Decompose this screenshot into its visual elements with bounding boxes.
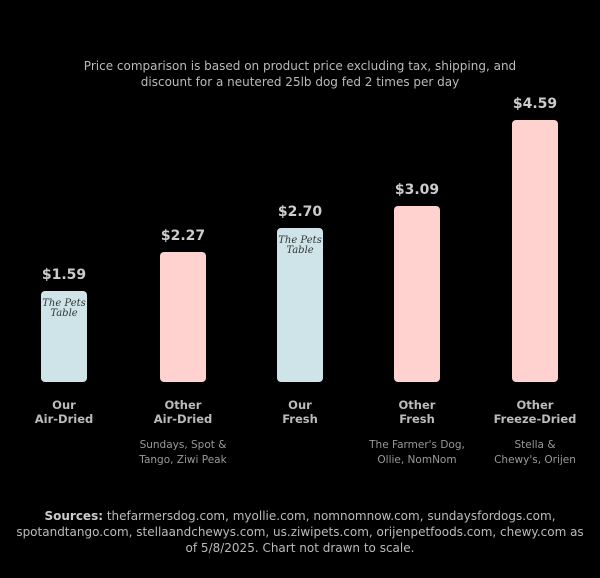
x-tick-label: Other Air-Dried bbox=[153, 398, 213, 426]
x-tick-label: Our Fresh bbox=[282, 398, 318, 426]
value-label: $1.59 bbox=[41, 267, 87, 284]
sources: Sources: thefarmersdog.com, myollie.com,… bbox=[15, 508, 585, 556]
x-tick-label: Our Air-Dried bbox=[34, 398, 94, 426]
bar-logo: The Pets Table bbox=[278, 234, 322, 256]
sources-label: Sources: bbox=[44, 509, 104, 523]
bar bbox=[512, 120, 558, 382]
value-label: $3.09 bbox=[394, 181, 440, 198]
value-label: $2.70 bbox=[277, 203, 323, 220]
value-label: $4.59 bbox=[512, 96, 558, 112]
bar-logo: The Pets Table bbox=[42, 298, 86, 320]
x-sublabel: The Farmer's Dog, Ollie, NomNom bbox=[369, 439, 465, 466]
bar bbox=[160, 252, 206, 382]
bar bbox=[277, 227, 323, 382]
x-tick-label: Other Freeze-Dried bbox=[493, 398, 577, 426]
sources-text: thefarmersdog.com, myollie.com, nomnomno… bbox=[16, 509, 584, 555]
x-sublabel: Stella & Chewy's, Orijen bbox=[494, 439, 576, 466]
chart-title: Price comparison is based on product pri… bbox=[83, 59, 517, 89]
bar bbox=[41, 291, 87, 382]
bar bbox=[394, 205, 440, 382]
value-label: $2.27 bbox=[160, 228, 206, 245]
x-sublabel: Sundays, Spot & Tango, Ziwi Peak bbox=[139, 439, 227, 466]
x-tick-label: Other Fresh bbox=[398, 398, 436, 426]
